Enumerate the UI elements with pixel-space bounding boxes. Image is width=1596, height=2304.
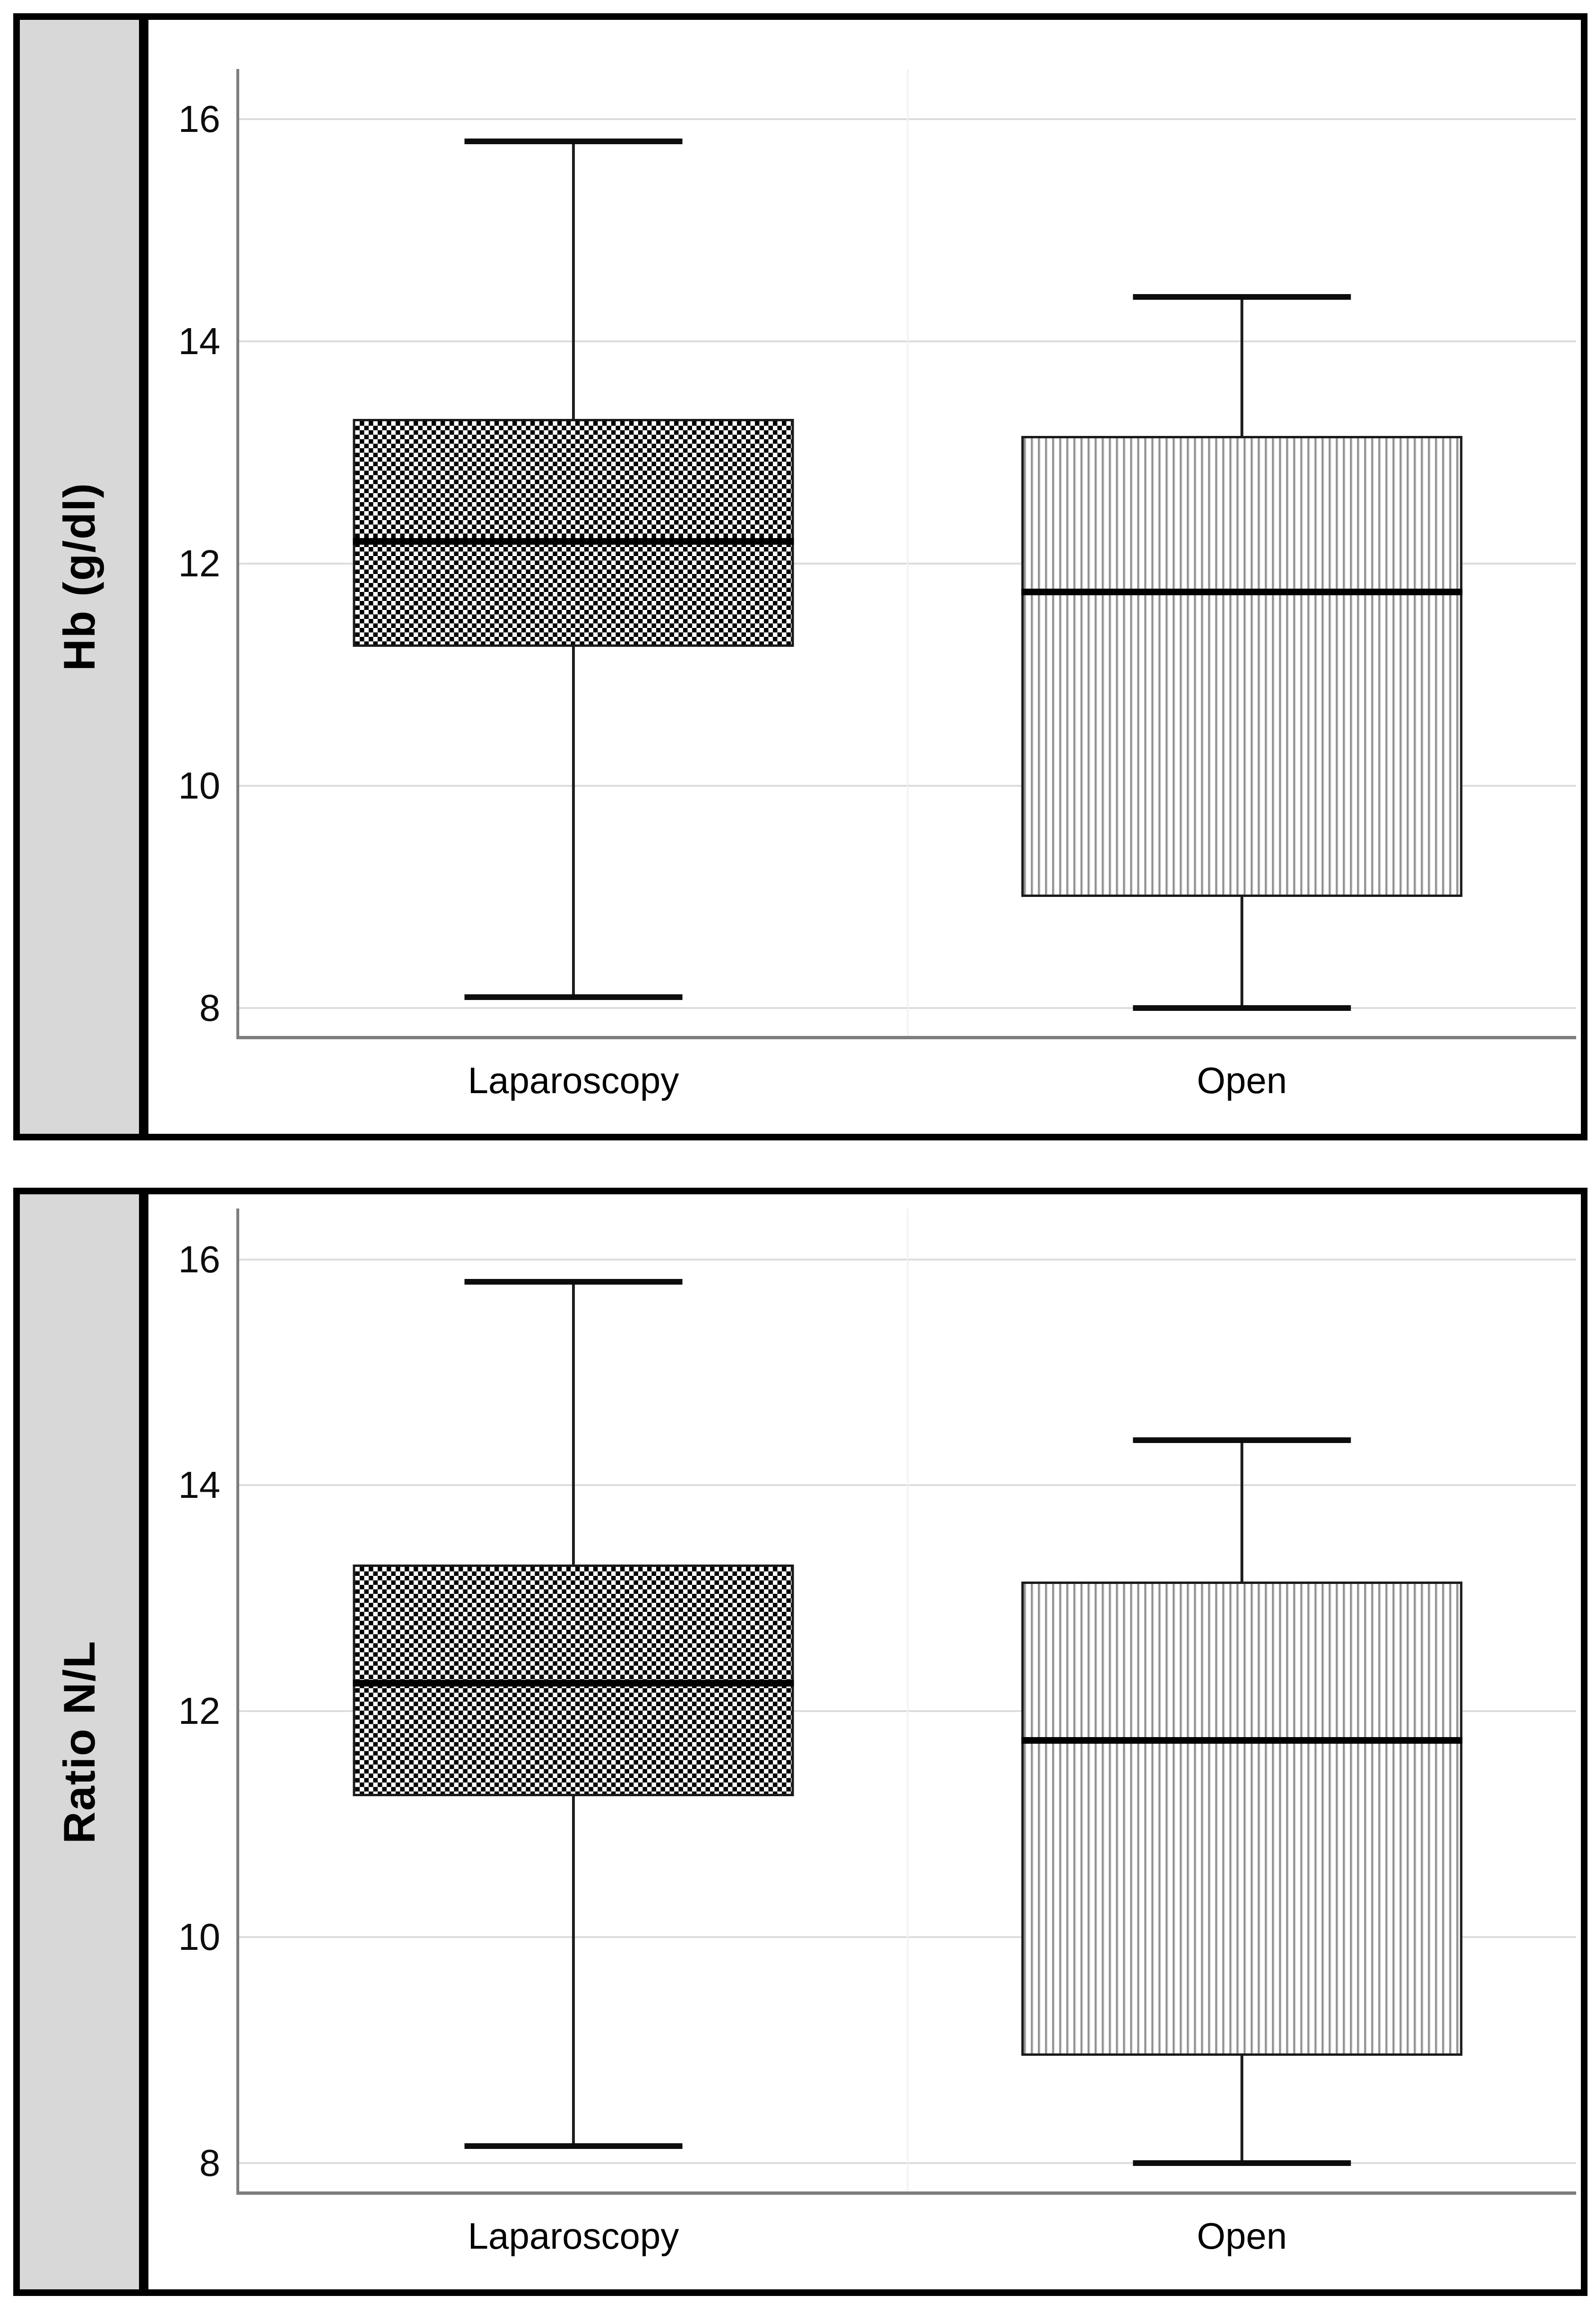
y-axis-title: Hb (g/dl) — [54, 482, 104, 671]
y-tick-label: 10 — [178, 765, 220, 807]
whisker-cap-top — [1133, 294, 1351, 300]
x-category-label: Open — [1197, 2215, 1287, 2257]
boxplot-panel-hb: Hb (g/dl) 16 14 12 10 8 Laparoscopy Open — [13, 13, 1587, 1140]
whisker-cap-top — [1133, 1437, 1351, 1443]
whisker-cap-bottom — [1133, 1005, 1351, 1011]
boxplot-panel-ratio-nl: Ratio N/L 16 14 12 10 8 Laparoscopy Open — [13, 1188, 1587, 2296]
y-tick-label: 16 — [178, 1238, 220, 1280]
plot-area: 16 14 12 10 8 Laparoscopy Open — [148, 20, 1581, 1134]
y-tick-label: 8 — [199, 2142, 221, 2184]
x-category-label: Laparoscopy — [468, 1060, 679, 1101]
median-line — [1021, 1737, 1463, 1744]
whisker-cap-top — [464, 1279, 683, 1285]
plot-area: 16 14 12 10 8 Laparoscopy Open — [148, 1194, 1581, 2289]
box-open — [1021, 1581, 1463, 2056]
box-laparoscopy — [353, 419, 794, 647]
whisker-cap-top — [464, 138, 683, 144]
median-line — [1021, 589, 1463, 596]
box-laparoscopy — [353, 1564, 794, 1796]
y-tick-label: 10 — [178, 1916, 220, 1958]
median-line — [353, 1679, 794, 1687]
box-open — [1021, 435, 1463, 897]
whisker-cap-bottom — [464, 994, 683, 1000]
y-tick-label: 14 — [178, 1464, 220, 1506]
y-tick-label: 8 — [199, 987, 221, 1029]
whisker-cap-bottom — [1133, 2160, 1351, 2166]
median-line — [353, 538, 794, 545]
axes-hb: 16 14 12 10 8 Laparoscopy Open — [178, 69, 1576, 1099]
x-category-label: Open — [1197, 1060, 1287, 1101]
y-tick-label: 12 — [178, 542, 220, 584]
y-axis-label-strip: Ratio N/L — [20, 1194, 148, 2289]
category-separator-line — [907, 69, 909, 1036]
x-category-label: Laparoscopy — [468, 2215, 679, 2257]
y-axis-label-strip: Hb (g/dl) — [20, 20, 148, 1134]
y-tick-label: 12 — [178, 1690, 220, 1732]
y-tick-label: 14 — [178, 320, 220, 362]
category-separator-line — [907, 1209, 909, 2191]
y-axis-title: Ratio N/L — [54, 1640, 104, 1844]
y-tick-label: 16 — [178, 97, 220, 140]
axes-ratio-nl: 16 14 12 10 8 Laparoscopy Open — [178, 1209, 1576, 2254]
whisker-cap-bottom — [464, 2143, 683, 2149]
